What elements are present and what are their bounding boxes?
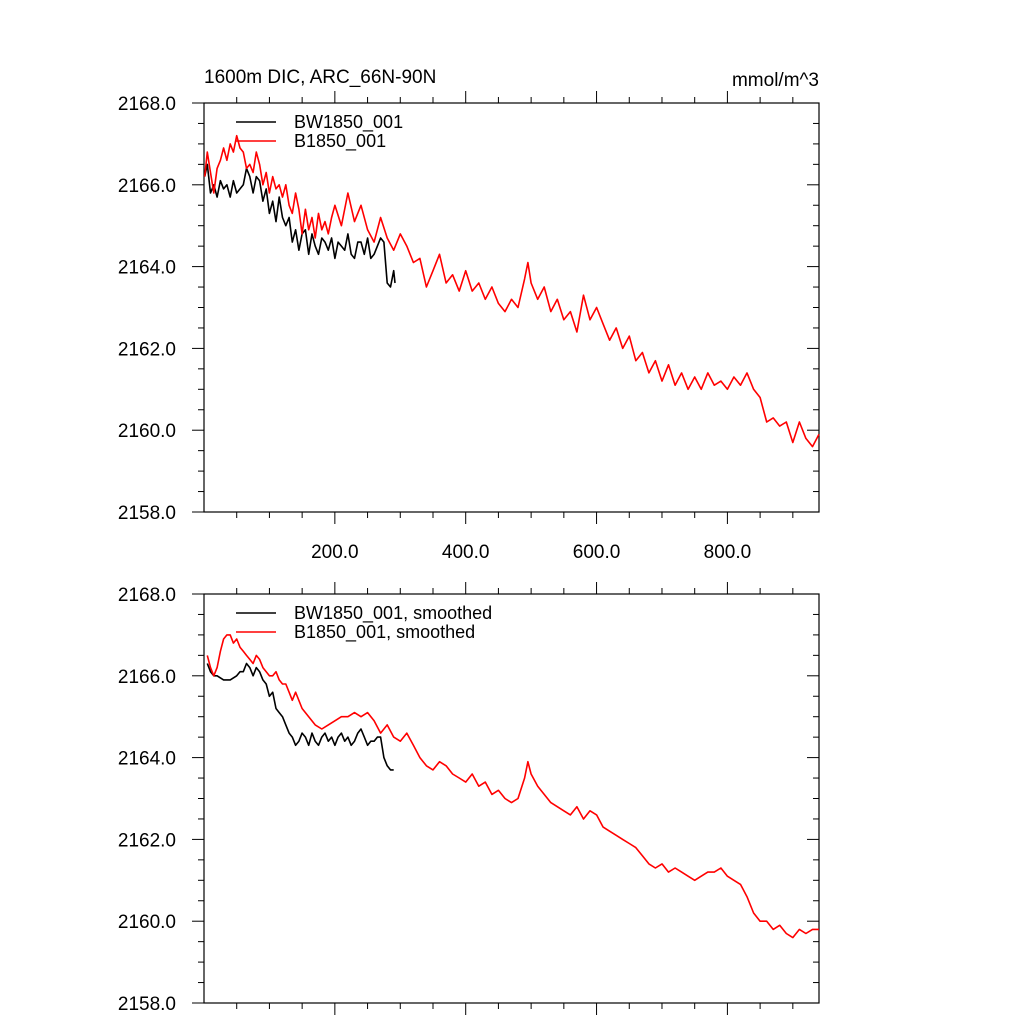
y-tick-label: 2168.0: [118, 585, 176, 606]
y-tick-label: 2158.0: [118, 503, 176, 524]
x-tick-label: 600.0: [573, 542, 621, 563]
legend-label: B1850_001: [294, 131, 386, 152]
x-tick-label: 200.0: [311, 542, 359, 563]
y-tick-label: 2160.0: [118, 912, 176, 933]
y-tick-label: 2158.0: [118, 994, 176, 1015]
y-tick-label: 2162.0: [118, 339, 176, 360]
plot-frame: [203, 593, 820, 1004]
series-line-bw1850-001: [203, 163, 396, 288]
y-tick-label: 2160.0: [118, 421, 176, 442]
top-panel: 200.0 400.0 600.0 800.0 2158.0 2160.0 2162.0 21…: [118, 91, 820, 563]
chart-title-units: mmol/m^3: [732, 70, 819, 91]
series-line-b1850-001: [203, 134, 820, 448]
y-tick-label: 2166.0: [118, 667, 176, 688]
legend-label: BW1850_001, smoothed: [294, 603, 492, 624]
series-line-bw1850-001-smoothed: [206, 662, 394, 771]
x-tick-label: 800.0: [704, 542, 752, 563]
y-tick-label: 2166.0: [118, 176, 176, 197]
series-line-b1850-001-smoothed: [206, 634, 819, 939]
x-tick-label: 400.0: [442, 542, 490, 563]
y-tick-label: 2164.0: [118, 258, 176, 279]
plot-frame: [203, 102, 820, 513]
y-tick-label: 2168.0: [118, 94, 176, 115]
chart-title-left: 1600m DIC, ARC_66N-90N: [204, 67, 436, 88]
legend-label: B1850_001, smoothed: [294, 622, 475, 643]
bottom-panel: 2158.0 2160.0 2162.0 2164.0 2166.0 2168.0 BW18…: [118, 582, 820, 1015]
y-tick-label: 2162.0: [118, 830, 176, 851]
y-tick-label: 2164.0: [118, 749, 176, 770]
legend-label: BW1850_001: [294, 112, 403, 133]
